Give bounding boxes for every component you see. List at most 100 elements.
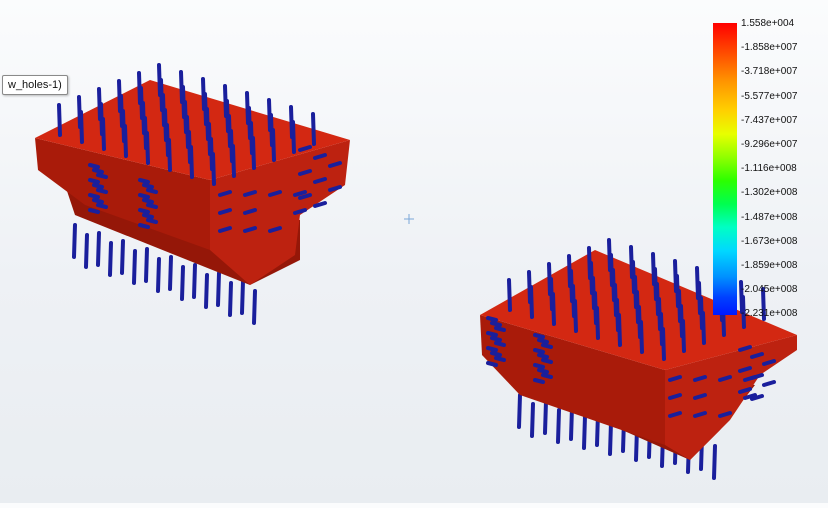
fixture-arrow [180, 265, 185, 301]
fixture-arrow [533, 378, 545, 384]
fixture-arrow [738, 345, 752, 352]
result-color-scale [713, 23, 737, 315]
fixture-arrow [668, 411, 682, 418]
scale-tick-label: -2.045e+008 [741, 284, 798, 296]
fixture-arrow [718, 411, 732, 418]
fixture-arrow [96, 173, 108, 179]
scale-tick-label: -1.487e+008 [741, 211, 798, 223]
fixture-arrow [97, 87, 102, 121]
fixture-arrow [328, 185, 342, 192]
fixture-arrow [146, 218, 158, 224]
fixture-arrow [298, 193, 312, 200]
fixture-arrow [541, 373, 553, 379]
fixture-arrow [494, 356, 506, 362]
fixture-arrow [142, 213, 154, 219]
fixture-arrow [138, 208, 150, 214]
fixture-arrow [743, 393, 757, 400]
fixture-arrow [673, 259, 678, 293]
fixture-arrow [629, 245, 634, 279]
fixture-arrow [138, 223, 150, 229]
fixture-arrow [750, 394, 764, 401]
fixture-arrow [88, 163, 100, 169]
fixture-arrow [668, 375, 682, 382]
fixture-arrow [490, 336, 502, 342]
fixture-arrow [252, 289, 257, 325]
scale-tick-label: -1.859e+008 [741, 260, 798, 271]
fixture-arrow [298, 145, 312, 152]
fixture-arrow [494, 341, 506, 347]
fixture-arrow [587, 246, 592, 280]
fixture-arrow [567, 254, 572, 288]
fixture-arrow [289, 105, 294, 139]
fixture-arrow [762, 380, 776, 387]
fixture-arrow [88, 208, 100, 214]
fixture-arrow [92, 183, 104, 189]
fixture-arrow [268, 226, 282, 233]
fixture-arrow [293, 190, 307, 197]
fixture-arrow [582, 414, 587, 450]
fixture-arrows-side-left [88, 145, 342, 233]
fixture-arrow [146, 188, 158, 194]
fixture-arrow [556, 408, 561, 444]
fixture-arrow [120, 239, 125, 275]
fixture-arrow [712, 444, 717, 480]
fixture-arrow [313, 177, 327, 184]
fixture-arrow [201, 77, 206, 111]
part-right[interactable] [480, 238, 797, 480]
fixture-arrow [668, 393, 682, 400]
fixture-arrow [486, 346, 498, 352]
fixture-arrow [547, 262, 552, 296]
fixture-arrow [311, 112, 316, 146]
fixture-arrow [92, 198, 104, 204]
fixture-arrow [157, 63, 162, 97]
fixture-arrow [84, 233, 89, 269]
part-left-top-face [35, 80, 350, 180]
fixture-arrow [218, 190, 232, 197]
fixture-arrow [243, 190, 257, 197]
part-left[interactable] [35, 63, 350, 325]
fixture-arrow [490, 321, 502, 327]
fixture-arrow [108, 241, 113, 277]
scale-tick-label: 1.558e+004 [741, 18, 795, 29]
fixture-arrow [608, 420, 613, 456]
fixture-arrow [228, 281, 233, 317]
fixture-arrow [96, 231, 101, 267]
fixture-arrow [243, 208, 257, 215]
scale-tick-label: -7.437e+007 [741, 114, 798, 126]
fixture-arrow [750, 373, 764, 380]
fixture-arrow [486, 331, 498, 337]
fixture-arrow [537, 338, 549, 344]
fixture-arrow [541, 343, 553, 349]
fixture-arrow [142, 183, 154, 189]
scale-tick-label: -1.302e+008 [741, 187, 798, 199]
fixture-arrow [486, 361, 498, 367]
fixture-arrow [543, 399, 548, 435]
scale-tick-label: -1.116e+008 [741, 163, 797, 175]
fixture-arrow [739, 280, 744, 314]
fixture-arrow [223, 84, 228, 118]
fixture-arrow [179, 70, 184, 104]
fixture-arrow [293, 208, 307, 215]
scale-tick-label: -5.577e+007 [741, 90, 798, 102]
fixture-arrow [527, 270, 532, 304]
fixture-arrow [243, 226, 257, 233]
fixture-arrow [96, 188, 108, 194]
fixture-arrow [137, 71, 142, 105]
scale-tick-label: -3.718e+007 [741, 66, 798, 78]
fixture-arrow [313, 153, 327, 160]
scale-tick-label: -1.673e+008 [741, 235, 798, 247]
fixture-arrow [218, 208, 232, 215]
fixture-arrow [240, 279, 245, 315]
fixture-arrow [138, 193, 150, 199]
fixture-arrow [138, 178, 150, 184]
fixture-arrow [146, 203, 158, 209]
fixture-arrows-side-right [486, 316, 776, 418]
part-left-front-face [35, 138, 210, 250]
part-right-front-face [480, 315, 665, 445]
fixture-arrow [533, 363, 545, 369]
fixture-arrow [144, 247, 149, 283]
fixture-arrow [693, 375, 707, 382]
fixture-arrow [761, 287, 766, 321]
